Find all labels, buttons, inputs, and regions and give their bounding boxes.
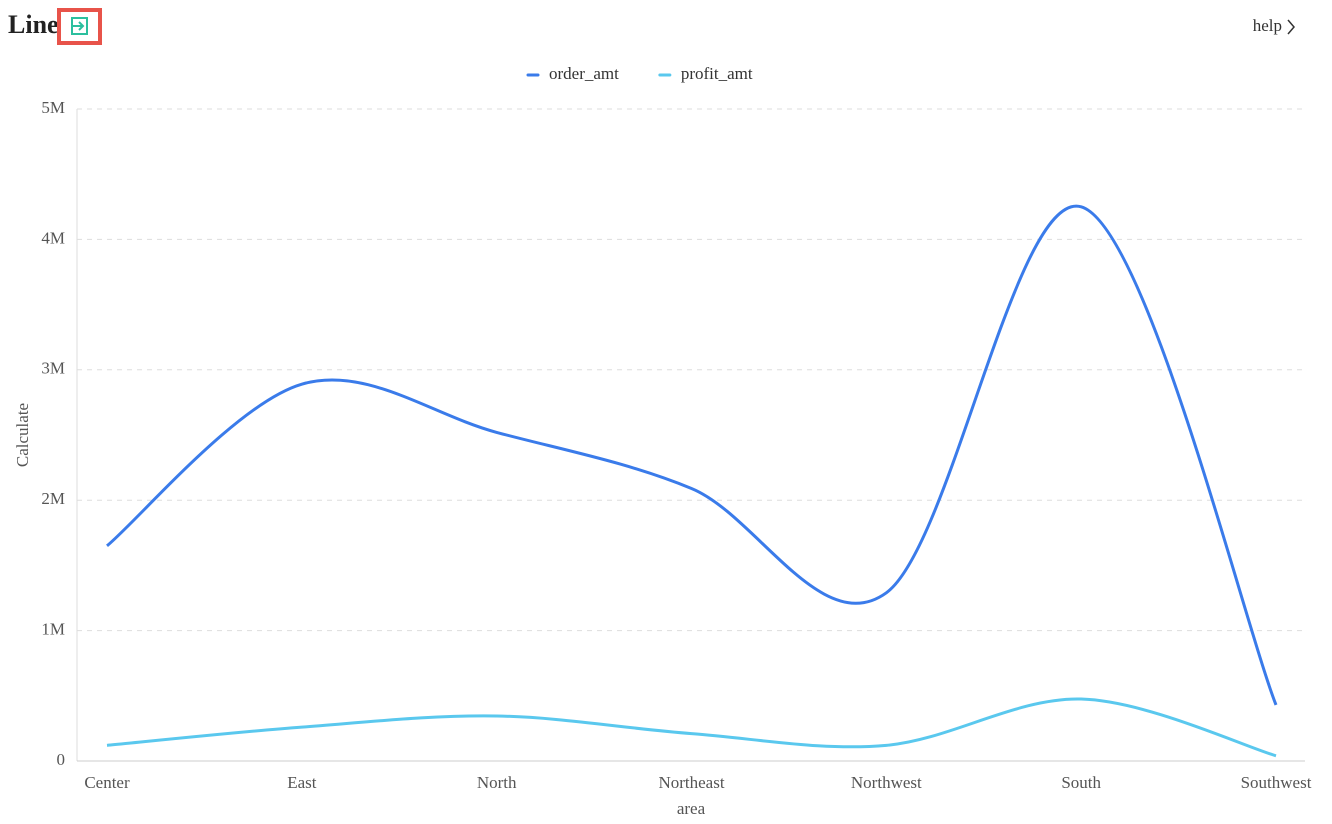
- y-axis-label: Calculate: [13, 403, 32, 467]
- exit-icon[interactable]: [57, 8, 102, 45]
- series-line: [106, 697, 1277, 758]
- legend-label: order_amt: [549, 64, 619, 83]
- x-tick-label: Southwest: [1241, 773, 1312, 792]
- x-tick-label: Center: [84, 773, 130, 792]
- y-tick-label: 2M: [41, 489, 65, 508]
- y-tick-label: 0: [57, 750, 66, 769]
- x-tick-label: South: [1061, 773, 1101, 792]
- x-axis-label: area: [677, 799, 706, 818]
- x-tick-label: Northwest: [851, 773, 922, 792]
- y-tick-label: 1M: [41, 620, 65, 639]
- x-tick-label: Northeast: [658, 773, 724, 792]
- x-tick-label: North: [477, 773, 517, 792]
- x-tick-label: East: [287, 773, 317, 792]
- series-line: [106, 204, 1278, 706]
- y-tick-label: 5M: [41, 98, 65, 117]
- legend-label: profit_amt: [681, 64, 753, 83]
- y-tick-label: 4M: [41, 228, 65, 247]
- y-tick-label: 3M: [41, 359, 65, 378]
- help-chevron[interactable]: [1287, 19, 1295, 35]
- page-title: Line: [8, 10, 59, 39]
- help-link[interactable]: help: [1253, 16, 1282, 35]
